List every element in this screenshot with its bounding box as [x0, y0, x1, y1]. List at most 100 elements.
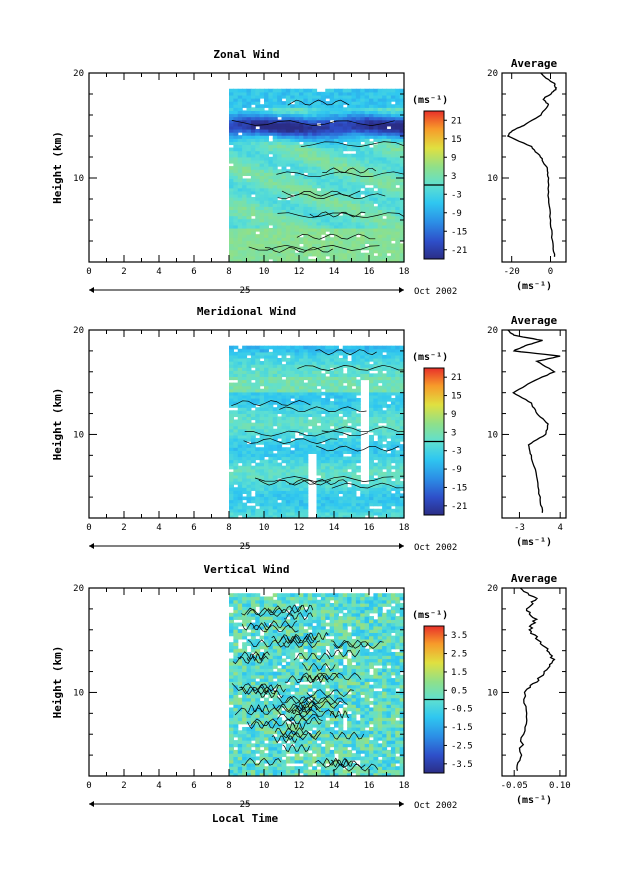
profile-y-tick-label: 20	[487, 326, 498, 336]
profile-unit: (ms⁻¹)	[516, 795, 552, 806]
colorbar-tick-label: -1.5	[451, 723, 473, 733]
colorbar-tick-label: 15	[451, 392, 462, 402]
colorbar-tick-label: 0.5	[451, 686, 467, 696]
x-tick-label: 2	[121, 523, 126, 533]
day-label: 25	[240, 542, 251, 552]
date-label: Oct 2002	[414, 801, 457, 811]
profile-frame	[501, 329, 567, 519]
y-axis-label: Height (km)	[51, 388, 64, 461]
colorbar-tick-label: 3.5	[451, 631, 467, 641]
date-arrow-icon	[399, 543, 404, 549]
colorbar-tick-label: -9	[451, 209, 462, 219]
x-tick-label: 18	[399, 267, 410, 277]
profile-title: Average	[511, 57, 558, 70]
x-tick-label: 8	[226, 267, 231, 277]
profile-x-tick-label: -3	[514, 523, 525, 533]
heatmap	[229, 88, 405, 263]
x-tick-label: 8	[226, 781, 231, 791]
colorbar-tick-label: 21	[451, 116, 462, 126]
x-tick-label: 16	[364, 523, 375, 533]
colorbar-tick-label: 9	[451, 153, 456, 163]
profile-x-tick-label: -20	[504, 267, 520, 277]
date-arrow-icon	[89, 287, 94, 293]
profile-y-tick-label: 10	[487, 430, 498, 440]
x-tick-label: 14	[329, 523, 340, 533]
heatmap	[229, 593, 405, 777]
x-tick-label: 8	[226, 523, 231, 533]
x-tick-label: 10	[259, 267, 270, 277]
x-tick-label: 4	[156, 781, 161, 791]
x-tick-label: 12	[294, 523, 305, 533]
colorbar-tick-label: 3	[451, 428, 456, 438]
date-arrow-icon	[399, 287, 404, 293]
profile-unit: (ms⁻¹)	[516, 281, 552, 292]
panel-title: Meridional Wind	[197, 305, 296, 318]
panel-title: Vertical Wind	[203, 563, 289, 576]
colorbar-unit: (ms⁻¹)	[412, 352, 448, 363]
colorbar-tick-label: 21	[451, 373, 462, 383]
colorbar-tick-label: -15	[451, 227, 467, 237]
x-tick-label: 0	[86, 781, 91, 791]
x-tick-label: 16	[364, 781, 375, 791]
day-label: 25	[240, 286, 251, 296]
x-tick-label: 12	[294, 781, 305, 791]
x-axis-label: Local Time	[212, 812, 279, 825]
x-tick-label: 6	[191, 781, 196, 791]
date-arrow-icon	[89, 801, 94, 807]
profile-line	[516, 587, 556, 771]
profile-unit: (ms⁻¹)	[516, 537, 552, 548]
x-tick-label: 6	[191, 267, 196, 277]
colorbar-tick-label: -21	[451, 246, 467, 256]
x-tick-label: 12	[294, 267, 305, 277]
x-tick-label: 10	[259, 781, 270, 791]
date-label: Oct 2002	[414, 287, 457, 297]
x-tick-label: 16	[364, 267, 375, 277]
x-tick-label: 2	[121, 781, 126, 791]
colorbar-tick-label: -0.5	[451, 705, 473, 715]
colorbar-tick-label: -2.5	[451, 741, 473, 751]
profile-x-tick-label: 0	[548, 267, 553, 277]
profile-x-tick-label: 0.10	[549, 781, 571, 791]
x-tick-label: 4	[156, 267, 161, 277]
profile-frame	[501, 72, 567, 263]
colorbar-tick-label: 2.5	[451, 650, 467, 660]
heatmap	[229, 345, 405, 519]
x-tick-label: 2	[121, 267, 126, 277]
colorbar-tick-label: 3	[451, 172, 456, 182]
date-arrow-icon	[89, 543, 94, 549]
x-tick-label: 6	[191, 523, 196, 533]
colorbar-tick-label: 1.5	[451, 668, 467, 678]
colorbar-tick-label: -3.5	[451, 760, 473, 770]
profile-title: Average	[511, 314, 558, 327]
colorbar-tick-label: -15	[451, 483, 467, 493]
colorbar-tick-label: -9	[451, 465, 462, 475]
y-axis-label: Height (km)	[51, 646, 64, 719]
panel-1: Zonal Wind 0 2 4 6 8 10 12 14 16 18 10 20 Height (km)…	[51, 48, 567, 297]
colorbar-tick-label: -21	[451, 502, 467, 512]
y-tick-label: 10	[73, 688, 84, 698]
colorbar-unit: (ms⁻¹)	[412, 610, 448, 621]
x-tick-label: 18	[399, 523, 410, 533]
x-tick-label: 14	[329, 267, 340, 277]
x-tick-label: 4	[156, 523, 161, 533]
colorbar-unit: (ms⁻¹)	[412, 95, 448, 106]
y-tick-label: 20	[73, 584, 84, 594]
colorbar-tick-label: -3	[451, 190, 462, 200]
x-tick-label: 14	[329, 781, 340, 791]
y-tick-label: 10	[73, 430, 84, 440]
panel-2: Meridional Wind 0 2 4 6 8 10 12 14 16 18 10 20 Height…	[51, 305, 567, 553]
profile-x-tick-label: 4	[557, 523, 562, 533]
profile-x-tick-label: -0.05	[501, 781, 528, 791]
colorbar-tick-label: -3	[451, 447, 462, 457]
colorbar-tick-label: 9	[451, 410, 456, 420]
profile-y-tick-label: 10	[487, 688, 498, 698]
colorbar-tick-label: 15	[451, 135, 462, 145]
y-tick-label: 10	[73, 174, 84, 184]
profile-line	[507, 329, 561, 513]
y-tick-label: 20	[73, 69, 84, 79]
x-tick-label: 18	[399, 781, 410, 791]
profile-line	[506, 72, 558, 257]
panel-title: Zonal Wind	[213, 48, 279, 61]
y-axis-label: Height (km)	[51, 131, 64, 204]
profile-title: Average	[511, 572, 558, 585]
